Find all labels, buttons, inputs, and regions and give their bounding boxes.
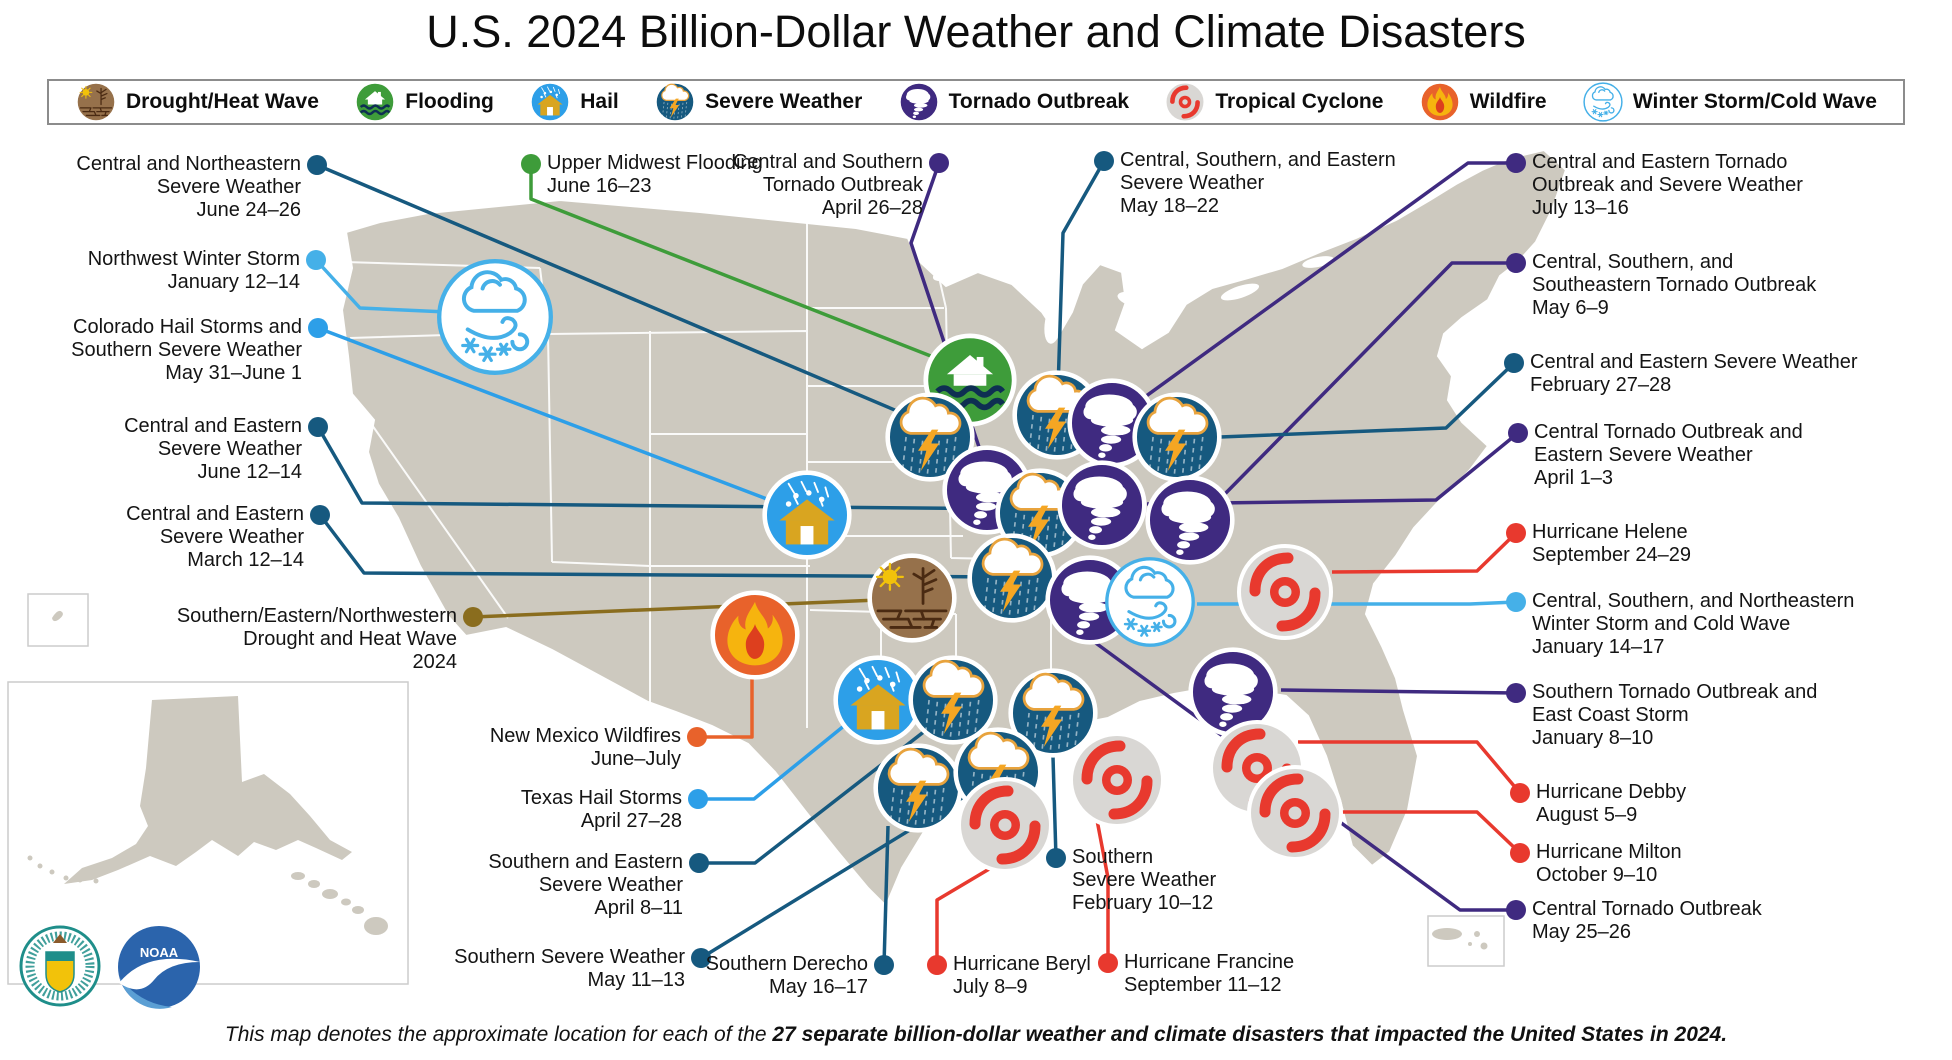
- leader-line: [1219, 361, 1516, 439]
- leader-line: [1056, 160, 1106, 391]
- leader-line: [1331, 531, 1518, 574]
- label-dot: [1504, 353, 1524, 373]
- page-title: U.S. 2024 Billion-Dollar Weather and Cli…: [426, 6, 1526, 57]
- label-dot: [521, 154, 541, 174]
- label-dot: [306, 250, 326, 270]
- alaska-shape: [64, 696, 352, 884]
- legend-label: Tropical Cyclone: [1215, 90, 1384, 113]
- cyclone-icon: [1249, 767, 1341, 859]
- cyclone-icon: [959, 779, 1051, 871]
- legend-item-hail: Hail: [529, 81, 619, 123]
- cyclone-icon: [1071, 734, 1163, 826]
- label-dot: [310, 505, 330, 525]
- legend-bar: Drought/Heat Wave Flooding Hail Severe Weat…: [47, 79, 1905, 125]
- legend-label: Severe Weather: [705, 90, 863, 113]
- tornado-icon: [1060, 463, 1145, 548]
- cyclone-icon: [1239, 546, 1331, 638]
- noaa-logo: NOAA: [118, 926, 200, 1009]
- legend-item-tornado: Tornado Outbreak: [898, 81, 1129, 123]
- commerce-logo: [19, 925, 101, 1007]
- label-dot: [1046, 848, 1066, 868]
- legend-item-drought: Drought/Heat Wave: [75, 81, 319, 123]
- hail-icon: [765, 473, 850, 558]
- legend-item-wildfire: Wildfire: [1419, 81, 1547, 123]
- label-dot: [1508, 423, 1528, 443]
- leader-line: [697, 655, 754, 739]
- leader-line: [935, 860, 1002, 965]
- leader-line: [698, 706, 868, 801]
- leader-line: [1095, 819, 1110, 963]
- severe-icon: [970, 536, 1055, 621]
- label-dot: [929, 153, 949, 173]
- label-dot: [1510, 783, 1530, 803]
- severe-icon: [876, 746, 961, 831]
- leader-line: [1146, 431, 1520, 506]
- label-dot: [927, 955, 947, 975]
- drought-icon: [870, 556, 955, 641]
- label-dot: [1098, 953, 1118, 973]
- inset-puerto-rico: [1427, 915, 1505, 967]
- label-dot: [687, 727, 707, 747]
- leader-line: [1298, 740, 1522, 795]
- leader-line: [1215, 261, 1516, 504]
- leader-line: [317, 326, 789, 509]
- legend-label: Hail: [580, 90, 619, 113]
- label-dot: [1506, 153, 1526, 173]
- label-dot: [307, 155, 327, 175]
- legend-item-flood: Flooding: [354, 81, 494, 123]
- leader-line: [1051, 756, 1058, 859]
- legend-label: Flooding: [405, 90, 494, 113]
- leader-line: [1129, 161, 1516, 409]
- label-dots: [306, 151, 1530, 975]
- leader-line: [472, 597, 903, 619]
- label-dot: [308, 318, 328, 338]
- footer-caption: This map denotes the approximate locatio…: [0, 1023, 1952, 1047]
- label-dot: [1094, 151, 1114, 171]
- inset-island: [27, 593, 89, 647]
- legend-label: Winter Storm/Cold Wave: [1632, 90, 1877, 113]
- legend-item-severe: Severe Weather: [654, 81, 862, 123]
- footer-text: This map denotes the approximate locatio…: [224, 1023, 773, 1046]
- label-dot: [308, 417, 328, 437]
- hawaii-islands: [291, 872, 388, 935]
- label-dot: [1506, 683, 1526, 703]
- label-dot: [1506, 592, 1526, 612]
- severe-icon: [1135, 395, 1220, 480]
- winter-icon: [439, 261, 551, 373]
- tornado-icon: [1148, 478, 1233, 563]
- leader-line: [529, 164, 947, 364]
- noaa-logo-text: NOAA: [140, 945, 179, 960]
- label-dot: [874, 955, 894, 975]
- label-dot: [463, 607, 483, 627]
- label-dot: [689, 853, 709, 873]
- footer-emphasis: 27 separate billion-dollar weather and c…: [772, 1023, 1728, 1046]
- label-dot: [1506, 900, 1526, 920]
- label-dot: [1510, 843, 1530, 863]
- legend-item-winter: Winter Storm/Cold Wave: [1582, 81, 1877, 123]
- legend-label: Drought/Heat Wave: [126, 90, 319, 113]
- severe-icon: [911, 658, 996, 743]
- legend-item-cyclone: Tropical Cyclone: [1164, 81, 1383, 123]
- hail-icon: [836, 658, 921, 743]
- legend-label: Wildfire: [1469, 90, 1547, 113]
- label-dot: [691, 948, 711, 968]
- leader-line: [1280, 688, 1517, 695]
- label-dot: [1506, 523, 1526, 543]
- aleutian-islands: [27, 855, 99, 884]
- legend-label: Tornado Outbreak: [948, 90, 1130, 113]
- winter-icon: [1105, 557, 1195, 647]
- leader-line: [316, 163, 931, 427]
- leader-line: [882, 825, 890, 966]
- wildfire-icon: [713, 593, 798, 678]
- leader-line: [314, 258, 448, 314]
- label-dot: [1506, 253, 1526, 273]
- label-dot: [688, 789, 708, 809]
- leader-line: [1342, 810, 1522, 855]
- leader-line: [318, 513, 1007, 579]
- us-mainland: [340, 148, 1568, 908]
